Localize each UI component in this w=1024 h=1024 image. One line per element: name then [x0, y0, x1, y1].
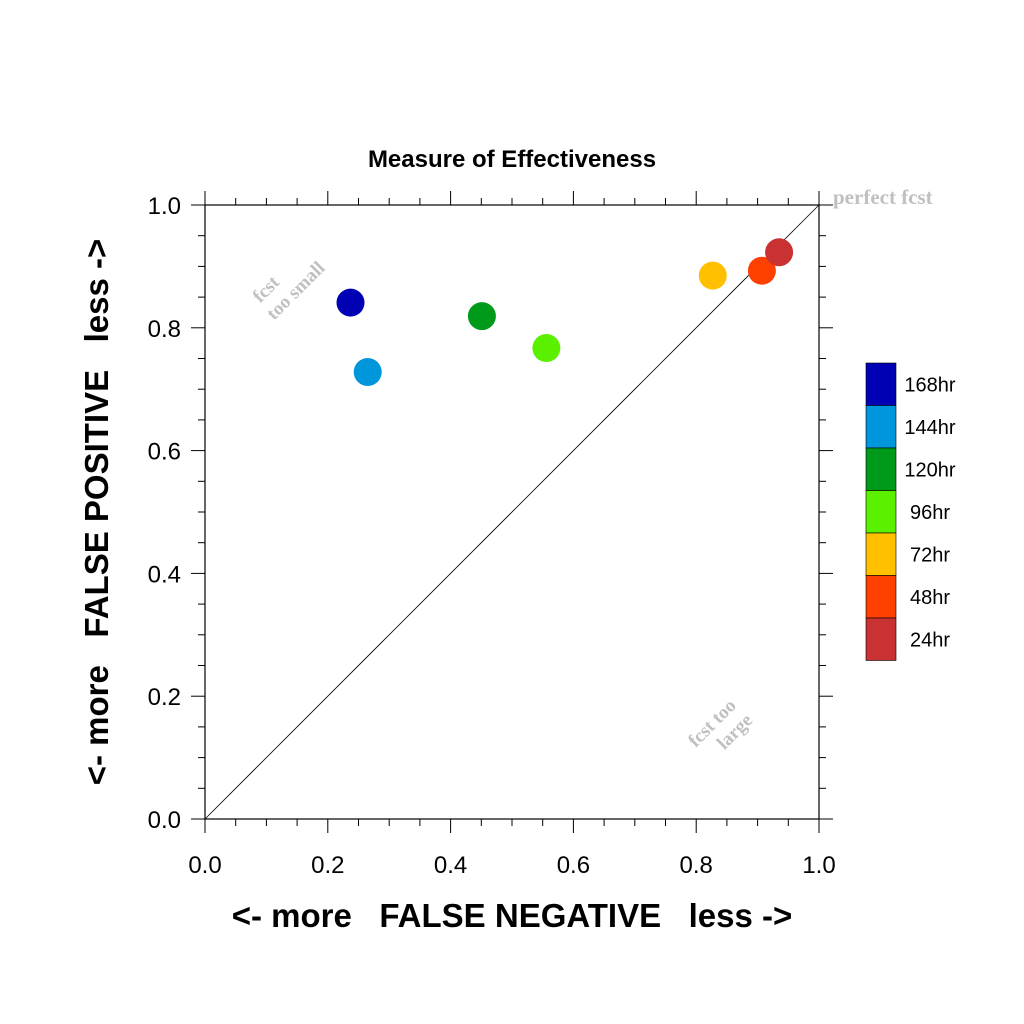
- point-48hr: [747, 256, 776, 285]
- legend-label-120hr: 120hr: [904, 459, 955, 481]
- y-axis-label: <- more FALSE POSITIVE less ->: [78, 239, 115, 786]
- legend-swatch-24hr: [865, 617, 897, 661]
- annotation-perfect-fcst: perfect fcst: [833, 185, 933, 209]
- point-72hr: [698, 261, 727, 290]
- legend-swatch-72hr: [865, 532, 897, 576]
- legend-label-24hr: 24hr: [910, 629, 950, 651]
- legend-label-168hr: 168hr: [904, 374, 955, 396]
- x-tick-labels: 0.0 0.2 0.4 0.6 0.8 1.0: [188, 852, 835, 879]
- legend-swatch-120hr: [865, 447, 897, 491]
- point-24hr: [765, 238, 794, 267]
- legend-label-96hr: 96hr: [910, 502, 950, 524]
- point-144hr: [353, 358, 382, 387]
- x-tick-label: 0.8: [680, 852, 713, 879]
- y-tick-label: 0.6: [148, 439, 181, 466]
- y-tick-labels: 0.0 0.2 0.4 0.6 0.8 1.0: [148, 193, 181, 834]
- legend-swatch-168hr: [865, 362, 897, 406]
- y-tick-label: 0.4: [148, 561, 181, 588]
- y-tick-label: 0.2: [148, 684, 181, 711]
- legend-swatch-144hr: [865, 405, 897, 449]
- point-120hr: [467, 302, 496, 331]
- x-tick-label: 0.4: [434, 852, 467, 879]
- x-tick-label: 1.0: [802, 852, 835, 879]
- point-168hr: [336, 288, 365, 317]
- legend-label-48hr: 48hr: [910, 587, 950, 609]
- legend-swatch-48hr: [865, 575, 897, 619]
- x-tick-label: 0.2: [311, 852, 344, 879]
- legend: 168hr 144hr 120hr 96hr 72hr 48hr 24hr: [865, 362, 956, 661]
- y-tick-label: 0.8: [148, 316, 181, 343]
- axis-ticks: [191, 191, 833, 833]
- x-tick-label: 0.6: [557, 852, 590, 879]
- y-tick-label: 1.0: [148, 193, 181, 220]
- y-tick-label: 0.0: [148, 807, 181, 834]
- legend-label-144hr: 144hr: [904, 417, 955, 439]
- data-points: [336, 238, 794, 387]
- chart-title: Measure of Effectiveness: [368, 146, 656, 173]
- point-96hr: [532, 334, 561, 363]
- x-tick-label: 0.0: [188, 852, 221, 879]
- legend-swatch-96hr: [865, 490, 897, 534]
- annotation-fcst-too-large: fcst too large: [684, 695, 757, 754]
- legend-label-72hr: 72hr: [910, 544, 950, 566]
- diagonal-line: [204, 204, 820, 820]
- annotation-fcst-too-small: fcst too small: [249, 258, 330, 325]
- x-axis-label: <- more FALSE NEGATIVE less ->: [232, 897, 793, 934]
